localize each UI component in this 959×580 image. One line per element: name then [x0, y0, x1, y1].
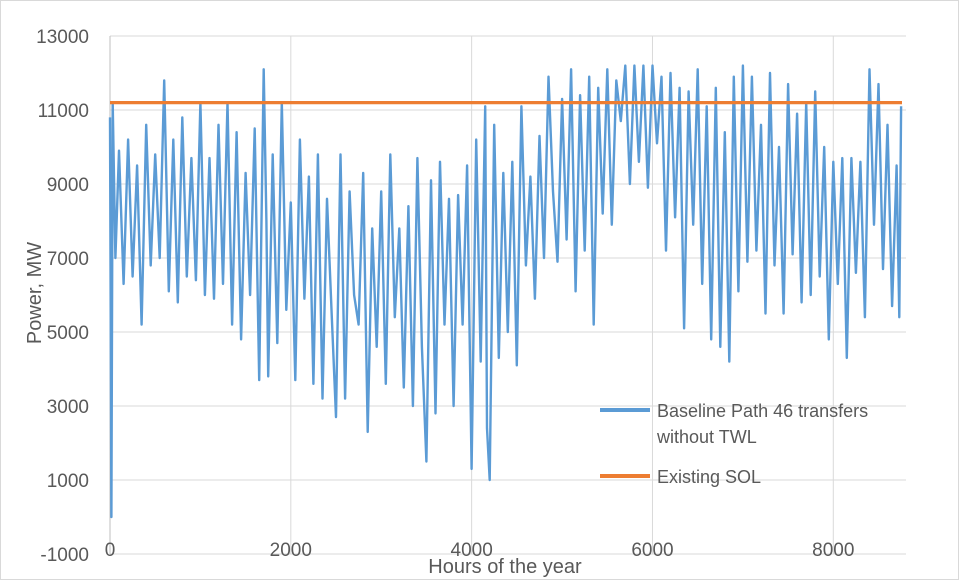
legend: Baseline Path 46 transfers without TWL E… [600, 401, 868, 487]
legend-label-sol: Existing SOL [657, 467, 761, 487]
x-axis-title: Hours of the year [428, 556, 582, 578]
y-tick-label: 11000 [38, 101, 89, 122]
x-tick-label: 6000 [631, 540, 673, 561]
y-tick-label: 9000 [47, 175, 89, 196]
series-layer [108, 64, 903, 519]
y-tick-label: 5000 [47, 323, 89, 344]
x-tick-label: 0 [105, 540, 116, 561]
y-axis-title: Power, MW [24, 242, 46, 344]
tick-labels: -1000 1000 3000 5000 7000 9000 11000 13000 0 2000… [36, 27, 854, 566]
y-tick-label: 7000 [47, 249, 89, 270]
x-tick-label: 2000 [270, 540, 312, 561]
y-tick-label: 1000 [47, 471, 89, 492]
y-tick-label: 13000 [36, 27, 89, 48]
legend-label-baseline-2: without TWL [656, 427, 757, 447]
x-tick-label: 4000 [451, 540, 493, 561]
x-tick-label: 8000 [812, 540, 854, 561]
y-tick-label: 3000 [47, 397, 89, 418]
legend-label-baseline: Baseline Path 46 transfers [657, 401, 868, 421]
y-tick-label: -1000 [40, 545, 89, 566]
series-line-baseline [108, 64, 903, 519]
